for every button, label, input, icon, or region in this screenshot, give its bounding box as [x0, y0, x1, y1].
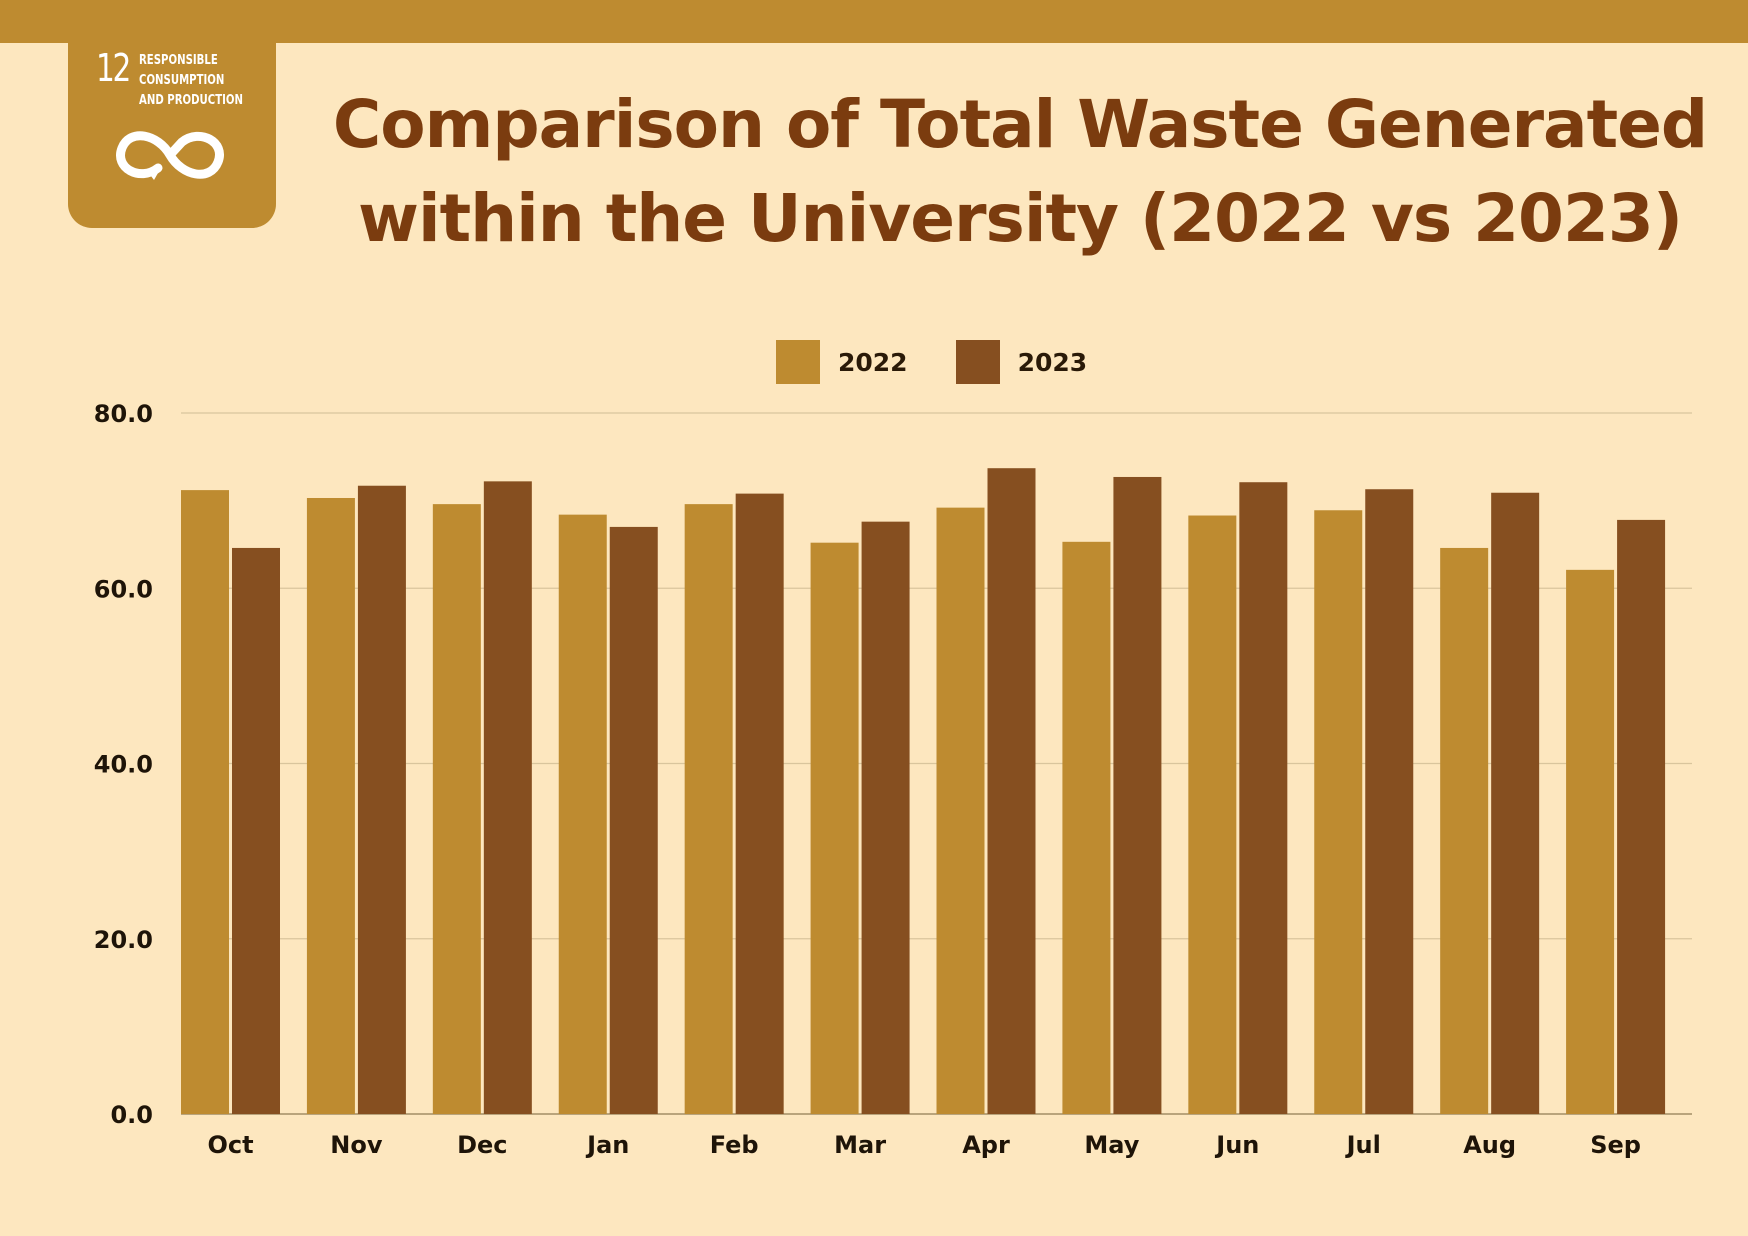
- bar-2022: [1314, 510, 1363, 1114]
- x-tick-label: Feb: [710, 1131, 759, 1159]
- y-tick-label: 0.0: [110, 1101, 153, 1129]
- sdg-goal-text: RESPONSIBLE CONSUMPTION AND PRODUCTION: [139, 53, 244, 108]
- bar-2022: [432, 504, 481, 1114]
- chart-legend: 2022 2023: [776, 340, 1135, 384]
- sdg-number: 12: [96, 46, 131, 90]
- x-tick-label: Oct: [207, 1131, 253, 1159]
- bar-2023: [357, 485, 406, 1114]
- x-tick-label: Apr: [962, 1131, 1010, 1159]
- legend-label-2023: 2023: [1017, 347, 1088, 377]
- bar-2023: [987, 468, 1036, 1114]
- chart-title-line-1: Comparison of Total Waste Generated: [332, 86, 1708, 163]
- chart-title: Comparison of Total Waste Generated with…: [330, 78, 1710, 266]
- top-color-band: [0, 0, 1748, 43]
- bar-2023: [1365, 489, 1414, 1114]
- bar-2022: [936, 507, 985, 1114]
- bar-2022: [181, 490, 229, 1114]
- x-tick-label: Sep: [1590, 1131, 1641, 1159]
- sdg-12-badge: 12 RESPONSIBLE CONSUMPTION AND PRODUCTIO…: [68, 30, 276, 228]
- bar-2023: [1239, 482, 1288, 1114]
- chart-title-line-2: within the University (2022 vs 2023): [358, 180, 1683, 257]
- bar-2023: [483, 481, 532, 1114]
- x-tick-label: Nov: [330, 1131, 383, 1159]
- bar-2023: [1617, 519, 1666, 1114]
- bar-2023: [735, 493, 784, 1114]
- bar-2023: [232, 547, 280, 1114]
- x-tick-label: Mar: [834, 1131, 886, 1159]
- bar-2022: [1566, 569, 1615, 1114]
- legend-swatch-2022: [776, 340, 820, 384]
- bar-2023: [609, 526, 658, 1114]
- x-tick-label: Jul: [1345, 1131, 1381, 1159]
- y-tick-label: 80.0: [94, 400, 153, 428]
- bar-2023: [1491, 492, 1540, 1114]
- bar-2022: [684, 504, 733, 1114]
- legend-item-2023: 2023: [955, 340, 1088, 384]
- legend-swatch-2023: [955, 340, 1000, 384]
- x-tick-label: Jan: [585, 1131, 629, 1159]
- x-tick-label: Jun: [1214, 1131, 1259, 1159]
- bar-2023: [1113, 476, 1162, 1114]
- bar-2023: [861, 521, 910, 1114]
- bar-2022: [1188, 515, 1237, 1114]
- x-tick-label: Dec: [457, 1131, 507, 1159]
- y-tick-label: 60.0: [94, 575, 153, 603]
- bar-2022: [1440, 547, 1489, 1114]
- infinity-loop-icon: [116, 131, 224, 180]
- bar-2022: [1062, 541, 1111, 1114]
- y-tick-label: 20.0: [94, 926, 153, 954]
- bar-2022: [810, 542, 859, 1114]
- x-tick-label: May: [1084, 1131, 1139, 1159]
- legend-label-2022: 2022: [838, 347, 908, 377]
- bar-2022: [306, 497, 355, 1115]
- bar-2022: [558, 514, 607, 1114]
- x-tick-label: Aug: [1463, 1131, 1516, 1159]
- legend-item-2022: 2022: [776, 340, 908, 384]
- y-tick-label: 40.0: [94, 751, 153, 779]
